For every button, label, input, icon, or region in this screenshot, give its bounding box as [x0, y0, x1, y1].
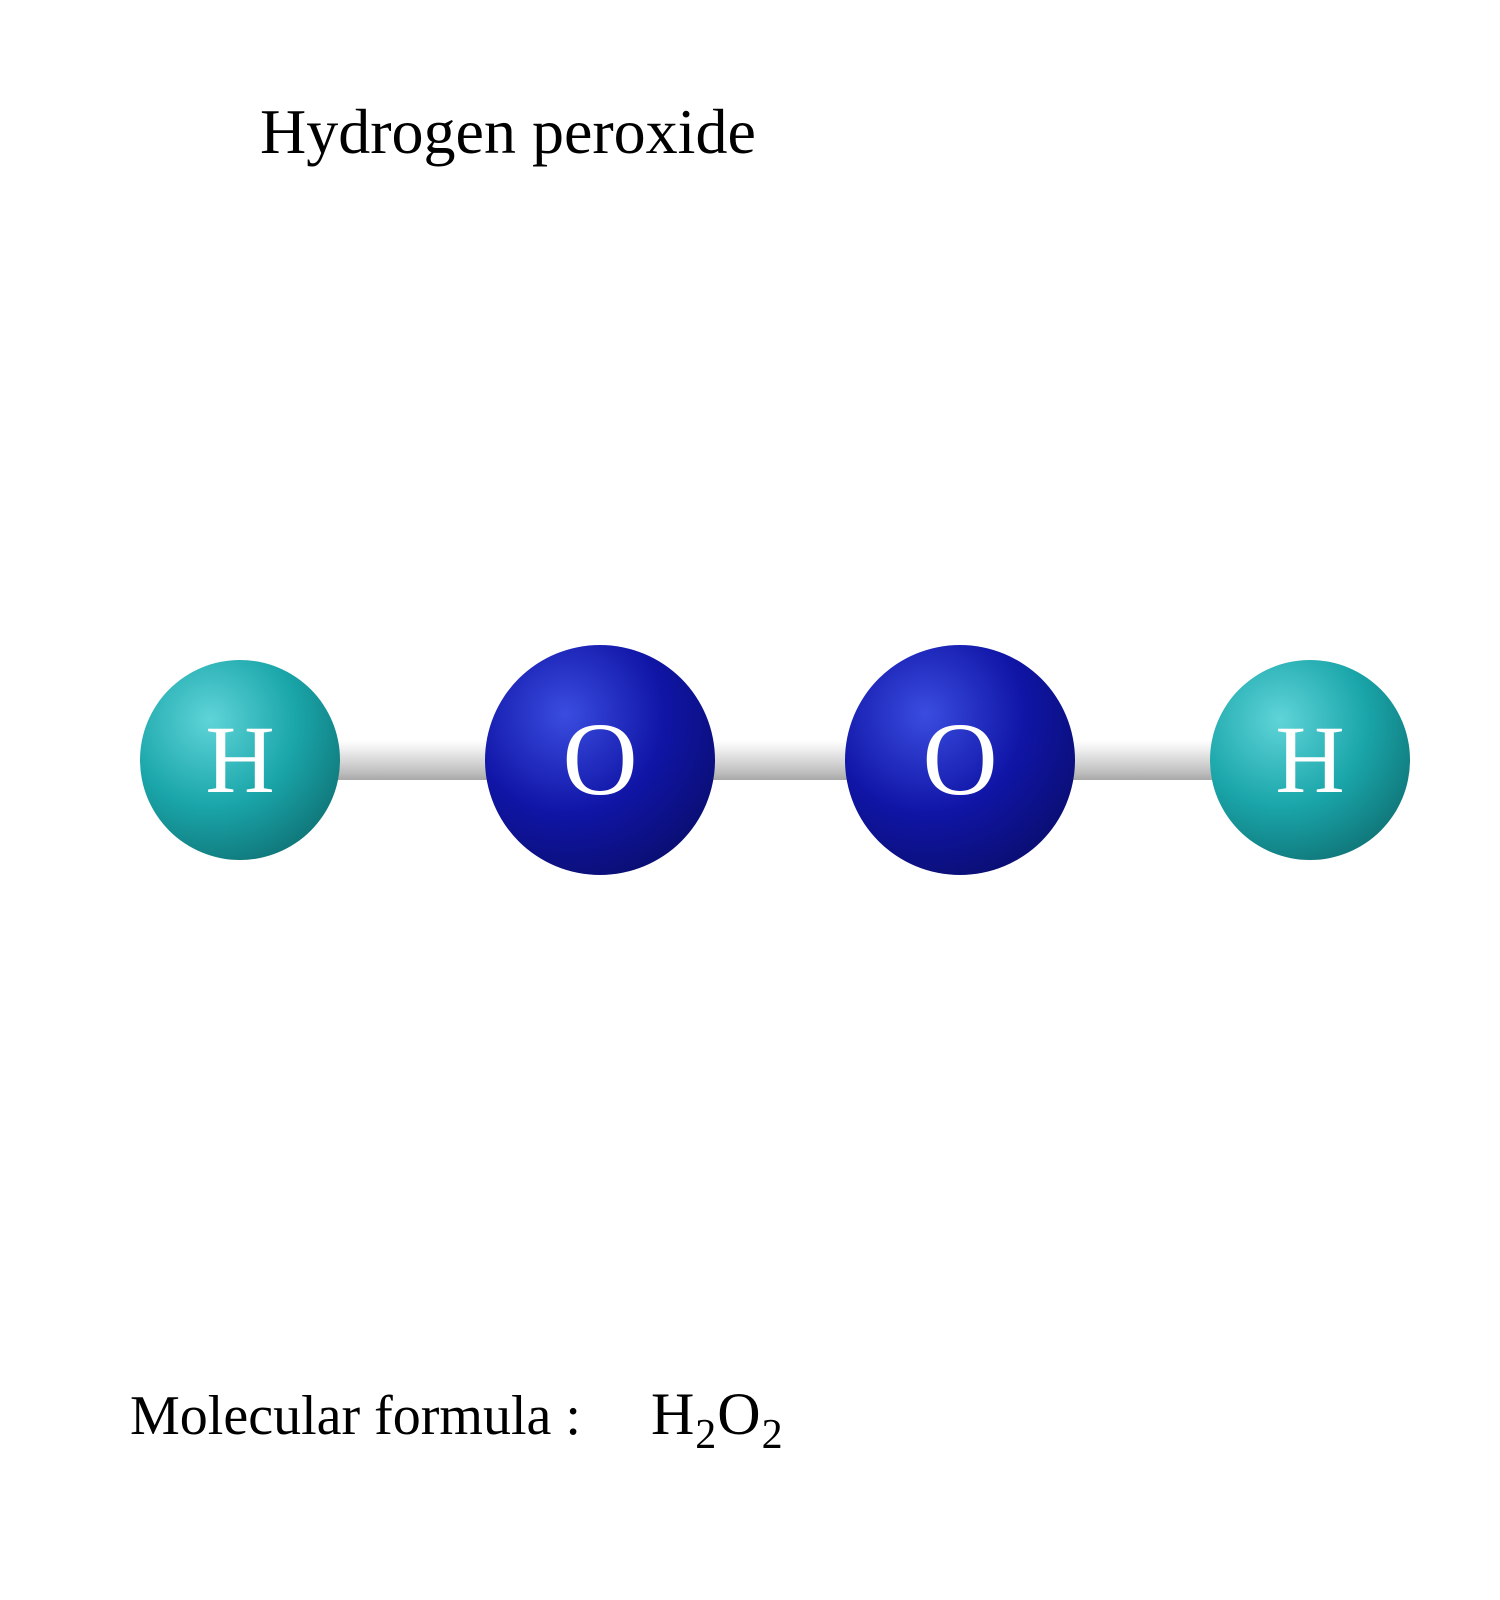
atom-label: H — [1275, 712, 1344, 808]
formula-subscript: 2 — [762, 1412, 784, 1458]
formula-symbol: O — [717, 1381, 761, 1447]
molecule-diagram: HOOH — [0, 640, 1500, 880]
atom-label: H — [205, 712, 274, 808]
atom-label: O — [562, 708, 637, 812]
formula-symbol: H — [651, 1381, 695, 1447]
compound-title: Hydrogen peroxide — [260, 95, 756, 169]
atom-h2: H — [1210, 660, 1410, 860]
atom-h1: H — [140, 660, 340, 860]
atom-o1: O — [485, 645, 715, 875]
atom-o2: O — [845, 645, 1075, 875]
formula-row: Molecular formula : H2O2 — [130, 1380, 784, 1449]
formula-subscript: 2 — [695, 1412, 717, 1458]
atom-label: O — [922, 708, 997, 812]
formula-label: Molecular formula : — [130, 1384, 581, 1448]
formula-value: H2O2 — [651, 1380, 784, 1449]
